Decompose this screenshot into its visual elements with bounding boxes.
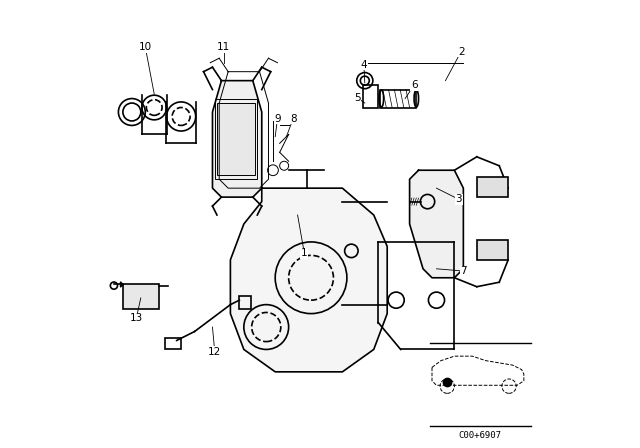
Polygon shape	[121, 282, 123, 287]
Polygon shape	[230, 188, 387, 372]
Polygon shape	[212, 81, 262, 197]
Bar	[165, 338, 181, 349]
Text: 2: 2	[458, 47, 465, 56]
Text: 8: 8	[290, 114, 296, 124]
Text: C00+6907: C00+6907	[459, 431, 502, 440]
Bar	[477, 177, 508, 197]
Text: 9: 9	[274, 114, 281, 124]
Polygon shape	[410, 170, 463, 278]
Bar	[477, 240, 508, 260]
Text: 12: 12	[208, 347, 221, 357]
Bar	[362, 85, 378, 108]
Bar	[215, 99, 257, 179]
Text: 1: 1	[301, 248, 308, 258]
Text: 3: 3	[456, 194, 462, 204]
Text: 10: 10	[139, 42, 152, 52]
Text: 13: 13	[130, 313, 143, 323]
Bar	[380, 90, 417, 108]
Bar	[239, 296, 251, 309]
Text: 7: 7	[460, 266, 467, 276]
Text: 4: 4	[360, 60, 367, 70]
Text: 5: 5	[354, 93, 360, 103]
Text: 6: 6	[411, 80, 417, 90]
Text: 11: 11	[217, 42, 230, 52]
Bar	[123, 284, 159, 309]
Bar	[217, 103, 255, 175]
